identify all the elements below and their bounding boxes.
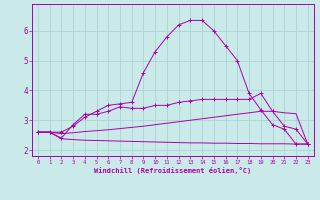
X-axis label: Windchill (Refroidissement éolien,°C): Windchill (Refroidissement éolien,°C) — [94, 167, 252, 174]
